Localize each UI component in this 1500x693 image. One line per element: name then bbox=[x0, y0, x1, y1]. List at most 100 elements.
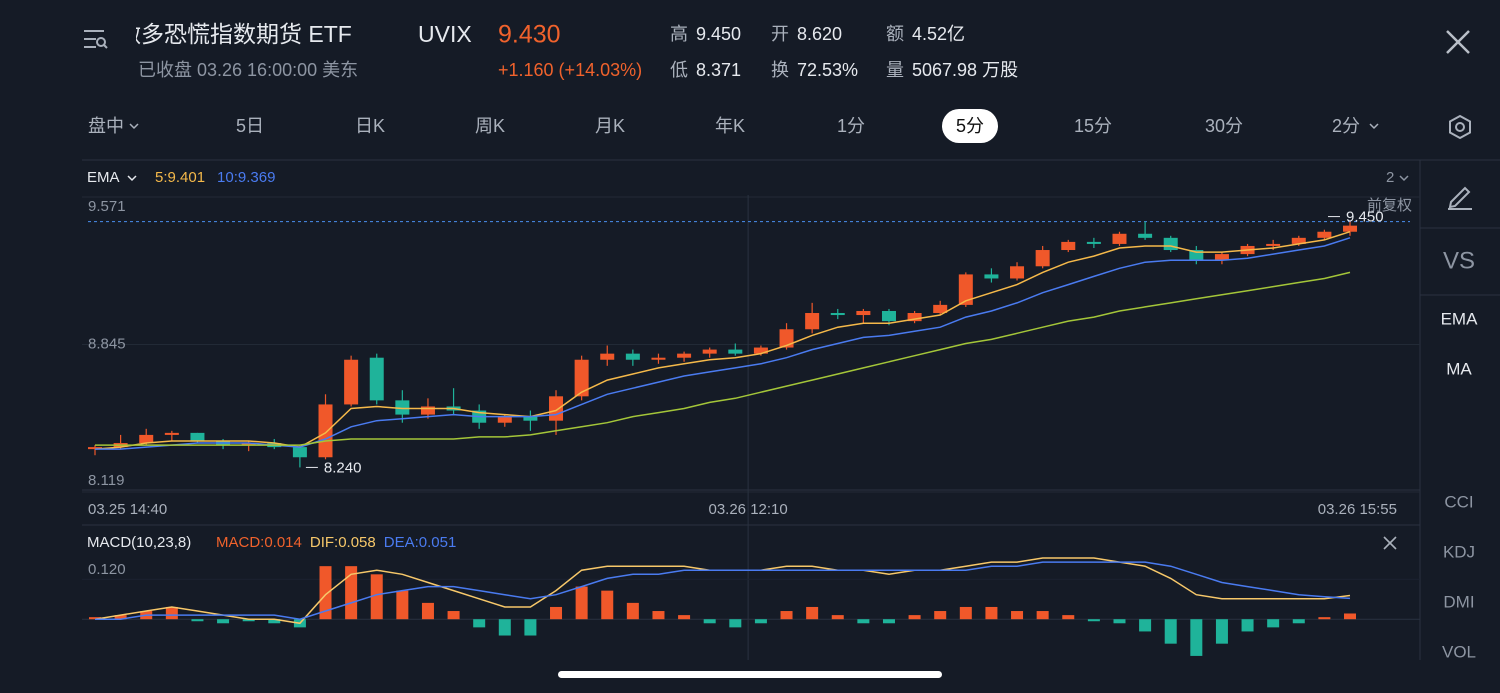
candle-body bbox=[395, 400, 410, 415]
macd-bar bbox=[319, 566, 332, 620]
macd-bar bbox=[268, 619, 281, 624]
close-indicator[interactable] bbox=[1383, 536, 1397, 550]
candle-body bbox=[1189, 250, 1204, 261]
macd-bar bbox=[473, 619, 486, 628]
price-change: +1.160 (+14.03%) bbox=[498, 60, 642, 80]
macd-bar bbox=[524, 619, 537, 636]
x-tick-label: 03.26 15:55 bbox=[1318, 501, 1397, 518]
chevron bbox=[127, 175, 137, 182]
macd-bar bbox=[1292, 619, 1305, 624]
ema-line bbox=[94, 230, 1351, 450]
sidebar-item[interactable]: DMI bbox=[1443, 592, 1474, 611]
chevron bbox=[1399, 175, 1409, 182]
chevron bbox=[129, 123, 139, 130]
sidebar-item[interactable]: VOL bbox=[1442, 642, 1476, 661]
candle-body bbox=[1061, 241, 1076, 251]
sidebar: VS EMA MA CCI KDJ DMI VOL bbox=[1441, 247, 1479, 661]
candle-body bbox=[1266, 243, 1281, 246]
candle-body bbox=[933, 304, 948, 314]
macd-bar bbox=[882, 619, 895, 624]
tab[interactable]: 1分 bbox=[837, 116, 865, 136]
tab[interactable]: 日K bbox=[355, 116, 385, 136]
candle-body bbox=[1214, 254, 1229, 261]
macd-bar bbox=[370, 574, 383, 620]
macd-bar bbox=[678, 615, 691, 620]
macd-bar bbox=[191, 619, 204, 622]
close-button[interactable] bbox=[1446, 30, 1470, 54]
macd-bar bbox=[959, 606, 972, 620]
macd-bar bbox=[1139, 619, 1152, 632]
candle-body bbox=[574, 359, 589, 397]
macd-bar bbox=[780, 611, 793, 620]
macd-bar bbox=[396, 590, 409, 620]
candle-body bbox=[318, 404, 333, 458]
macd-bar bbox=[217, 619, 230, 624]
sidebar-item[interactable]: KDJ bbox=[1443, 542, 1475, 561]
period-count[interactable]: 2 bbox=[1386, 169, 1394, 186]
candle-body bbox=[600, 353, 615, 360]
candle-body bbox=[856, 310, 871, 316]
stat-label: 额 bbox=[886, 24, 904, 44]
stat-label: 换 bbox=[771, 60, 789, 80]
candle-body bbox=[805, 313, 820, 330]
sidebar-item[interactable]: CCI bbox=[1444, 492, 1473, 511]
macd-bar bbox=[934, 611, 947, 620]
macd-bar bbox=[1036, 611, 1049, 620]
macd-bar bbox=[703, 619, 716, 624]
macd-bar bbox=[1344, 613, 1356, 620]
macd-bar bbox=[550, 606, 563, 620]
candle-body bbox=[1112, 233, 1127, 244]
macd-bar bbox=[1215, 619, 1228, 644]
candle-body bbox=[1138, 233, 1153, 238]
indicator-name[interactable]: EMA bbox=[87, 169, 120, 186]
tab[interactable]: 周K bbox=[475, 116, 505, 136]
candle-body bbox=[677, 353, 692, 358]
macd-bar bbox=[652, 611, 665, 620]
draw-tool-icon[interactable] bbox=[1448, 186, 1472, 210]
tab[interactable]: 盘中 bbox=[88, 116, 124, 136]
tab[interactable]: 5日 bbox=[236, 116, 264, 136]
stat-label: 开 bbox=[771, 24, 789, 44]
candle-body bbox=[753, 347, 768, 354]
y-tick-label: 0.120 bbox=[88, 561, 126, 578]
tab[interactable]: 年K bbox=[715, 116, 745, 136]
adjust-mode: 前复权 bbox=[1367, 196, 1412, 214]
tab[interactable]: 5分 bbox=[956, 116, 984, 136]
tab[interactable]: 30分 bbox=[1205, 116, 1243, 136]
macd-bar bbox=[1087, 619, 1100, 622]
stat-label: 高 bbox=[670, 24, 688, 44]
macd-bar bbox=[806, 606, 819, 620]
candle-body bbox=[1291, 237, 1306, 244]
sidebar-item[interactable]: MA bbox=[1446, 359, 1472, 378]
macd-bar bbox=[1164, 619, 1177, 644]
macd-bar bbox=[498, 619, 511, 636]
candle-body bbox=[549, 396, 564, 421]
sidebar-item[interactable]: EMA bbox=[1441, 309, 1479, 328]
sidebar-item[interactable]: VS bbox=[1443, 247, 1475, 274]
stat-value: 5067.98 万股 bbox=[912, 60, 1018, 80]
macd-bar bbox=[1318, 617, 1331, 620]
plot: 9.571 8.845 8.119 03.25 14:40 03.26 12:10 03.… bbox=[82, 169, 1420, 660]
tab[interactable]: 2分 bbox=[1332, 116, 1360, 136]
macd-bar bbox=[345, 566, 358, 620]
settings-icon[interactable] bbox=[1449, 114, 1471, 140]
tab[interactable]: 月K bbox=[595, 116, 625, 136]
candle-body bbox=[830, 313, 845, 316]
candle-body bbox=[497, 416, 512, 423]
candle-body bbox=[139, 434, 154, 444]
legend-entry: 10:9.369 bbox=[217, 169, 275, 186]
legend-entry: DIF:0.058 bbox=[310, 534, 376, 551]
macd-bar bbox=[754, 619, 767, 624]
tab[interactable]: 15分 bbox=[1074, 116, 1112, 136]
macd-bar bbox=[1113, 619, 1126, 624]
macd-bar bbox=[908, 615, 921, 620]
macd-title: MACD(10,23,8) bbox=[87, 534, 191, 551]
x-tick-label: 03.26 12:10 bbox=[708, 501, 787, 518]
stat-value: 8.620 bbox=[797, 24, 842, 44]
candle-body bbox=[907, 313, 922, 322]
macd-bar bbox=[575, 586, 588, 620]
menu-icon[interactable] bbox=[84, 30, 108, 49]
candle-body bbox=[190, 432, 205, 442]
macd-bar bbox=[601, 590, 614, 620]
